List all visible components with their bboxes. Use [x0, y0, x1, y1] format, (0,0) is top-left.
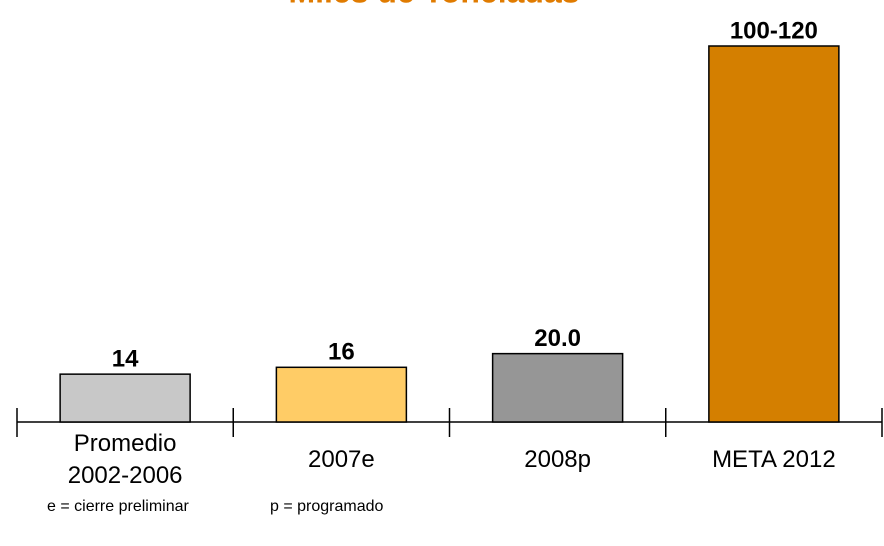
- bar: [708, 45, 840, 423]
- value-label: 100-120: [730, 17, 818, 44]
- x-tick-label: 2007e: [308, 446, 375, 473]
- value-label: 14: [112, 345, 139, 372]
- value-label: 20.0: [534, 325, 581, 352]
- x-tick-label: META 2012: [712, 446, 836, 473]
- bar: [275, 366, 408, 423]
- value-label: 16: [328, 339, 355, 366]
- note: e = cierre preliminar: [47, 498, 189, 515]
- note: p = programado: [270, 498, 384, 515]
- chart-title: Miles de Toneladas: [288, 0, 579, 9]
- x-tick-label: 2008p: [524, 446, 591, 473]
- x-tick-label: Promedio 2002-2006: [67, 430, 183, 489]
- bar: [491, 352, 624, 423]
- bar: [59, 373, 191, 423]
